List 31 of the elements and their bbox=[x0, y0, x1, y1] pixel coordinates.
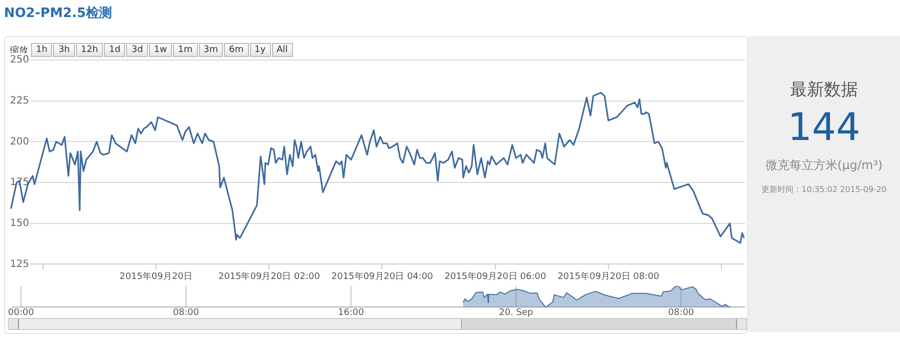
y-tick-label: 125 bbox=[10, 258, 30, 270]
text: 更新时间：10:35:02 2015-09-20 bbox=[760, 184, 888, 195]
x-tick-label: 2015年09月20日 04:00 bbox=[331, 270, 434, 282]
zoom-button[interactable]: 3m bbox=[198, 43, 224, 57]
text: 144 bbox=[786, 105, 862, 149]
x-tick-label: 2015年09月20日 bbox=[120, 270, 192, 282]
y-tick-label: 200 bbox=[10, 136, 30, 148]
zoom-button[interactable]: 12h bbox=[76, 43, 104, 57]
text: 微克每立方米(μg/m³) bbox=[764, 157, 884, 174]
x-tick-label: 2015年09月20日 02:00 bbox=[218, 270, 320, 282]
zoom-button[interactable]: 1m bbox=[173, 43, 198, 57]
x-tick-label: 2015年09月20日 08:00 bbox=[558, 270, 660, 282]
y-tick-label: 250 bbox=[10, 54, 30, 66]
x-tick-label: 08:00 bbox=[173, 308, 200, 318]
x-tick-label: 2015年09月20日 06:00 bbox=[444, 270, 546, 282]
zoom-button[interactable]: 1d bbox=[104, 43, 126, 57]
x-tick-label: 20. Sep bbox=[498, 308, 534, 318]
x-tick-label: 08:00 bbox=[668, 308, 694, 318]
zoom-button[interactable]: 1y bbox=[250, 43, 271, 57]
zoom-button[interactable]: 1h bbox=[31, 43, 52, 57]
y-tick-label: 225 bbox=[10, 95, 30, 106]
zoom-button[interactable]: 1w bbox=[148, 43, 172, 57]
x-tick-label: 00:00 bbox=[8, 308, 34, 318]
chart-title: NO2-PM2.5检测 bbox=[4, 5, 112, 22]
zoom-button[interactable]: 3h bbox=[53, 43, 75, 57]
y-tick-label: 150 bbox=[10, 218, 30, 229]
text: 最新数据 bbox=[789, 79, 859, 101]
zoom-button[interactable]: 6m bbox=[224, 43, 249, 57]
zoom-button[interactable]: All bbox=[272, 43, 293, 57]
zoom-button[interactable]: 3d bbox=[126, 43, 148, 57]
x-tick-label: 16:00 bbox=[338, 308, 364, 318]
